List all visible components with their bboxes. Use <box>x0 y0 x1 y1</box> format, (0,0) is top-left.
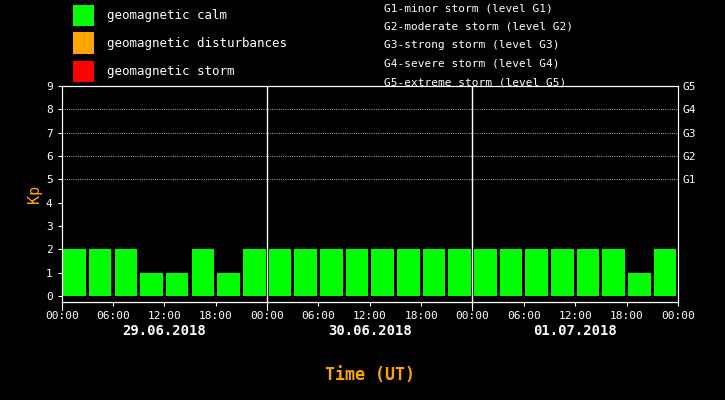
Bar <box>63 250 86 296</box>
Bar <box>268 250 291 296</box>
Bar <box>448 250 471 296</box>
Bar <box>371 250 394 296</box>
Bar <box>654 250 676 296</box>
Text: G1-minor storm (level G1): G1-minor storm (level G1) <box>384 4 553 14</box>
Bar <box>166 273 188 296</box>
Text: G2-moderate storm (level G2): G2-moderate storm (level G2) <box>384 22 573 32</box>
Bar <box>294 250 317 296</box>
Text: geomagnetic storm: geomagnetic storm <box>107 65 235 78</box>
Bar <box>602 250 625 296</box>
Y-axis label: Kp: Kp <box>27 185 41 203</box>
Text: Time (UT): Time (UT) <box>325 366 415 384</box>
Bar <box>243 250 265 296</box>
Bar <box>423 250 445 296</box>
Bar <box>576 250 600 296</box>
Text: 01.07.2018: 01.07.2018 <box>534 324 617 338</box>
Bar <box>115 250 137 296</box>
Text: geomagnetic disturbances: geomagnetic disturbances <box>107 36 287 50</box>
Text: 29.06.2018: 29.06.2018 <box>123 324 206 338</box>
Text: G4-severe storm (level G4): G4-severe storm (level G4) <box>384 59 560 69</box>
Bar <box>89 250 112 296</box>
Text: G3-strong storm (level G3): G3-strong storm (level G3) <box>384 40 560 50</box>
Bar <box>474 250 497 296</box>
Bar <box>346 250 368 296</box>
Text: 30.06.2018: 30.06.2018 <box>328 324 412 338</box>
Text: geomagnetic calm: geomagnetic calm <box>107 9 228 22</box>
Bar <box>551 250 573 296</box>
Text: G5-extreme storm (level G5): G5-extreme storm (level G5) <box>384 77 566 87</box>
Bar <box>320 250 342 296</box>
Bar <box>500 250 522 296</box>
Bar <box>218 273 240 296</box>
FancyBboxPatch shape <box>72 32 94 54</box>
Bar <box>397 250 420 296</box>
Bar <box>140 273 163 296</box>
FancyBboxPatch shape <box>72 5 94 26</box>
Bar <box>628 273 650 296</box>
FancyBboxPatch shape <box>72 61 94 82</box>
Bar <box>191 250 214 296</box>
Bar <box>526 250 548 296</box>
